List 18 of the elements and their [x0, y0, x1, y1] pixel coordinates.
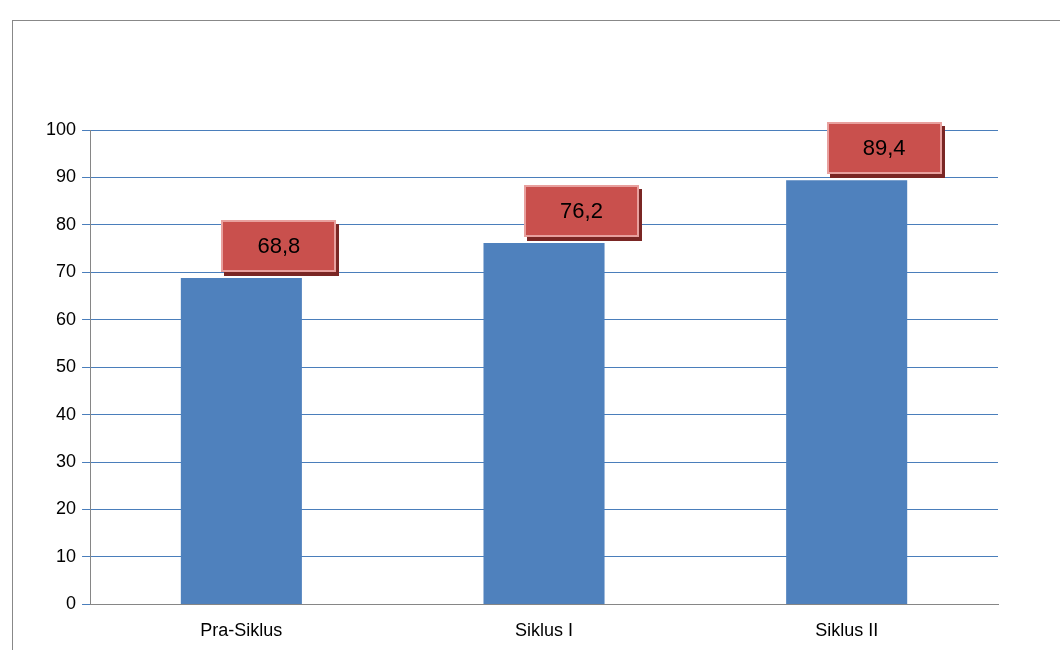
x-tick-label: Siklus II [815, 620, 879, 641]
data-label: 68,8 [257, 233, 301, 259]
x-tick-label: Siklus I [515, 620, 574, 641]
callout-box: 89,4 [826, 122, 942, 175]
y-tick-label: 70 [56, 261, 77, 282]
y-tick-label: 50 [56, 356, 77, 377]
data-label: 76,2 [560, 197, 603, 224]
y-tick-label: 60 [56, 308, 77, 329]
x-tick-label: Pra-Siklus [200, 620, 283, 641]
y-tick-label: 80 [56, 213, 77, 234]
y-tick-label: 10 [56, 545, 77, 566]
y-tick-label: 90 [56, 166, 77, 187]
y-tick-label: 20 [56, 498, 77, 519]
y-tick-label: 40 [56, 403, 77, 424]
y-tick-label: 100 [45, 118, 77, 139]
y-tick-label: 30 [56, 451, 77, 472]
data-label: 89,4 [862, 135, 906, 162]
y-tick-label: 0 [66, 593, 77, 614]
